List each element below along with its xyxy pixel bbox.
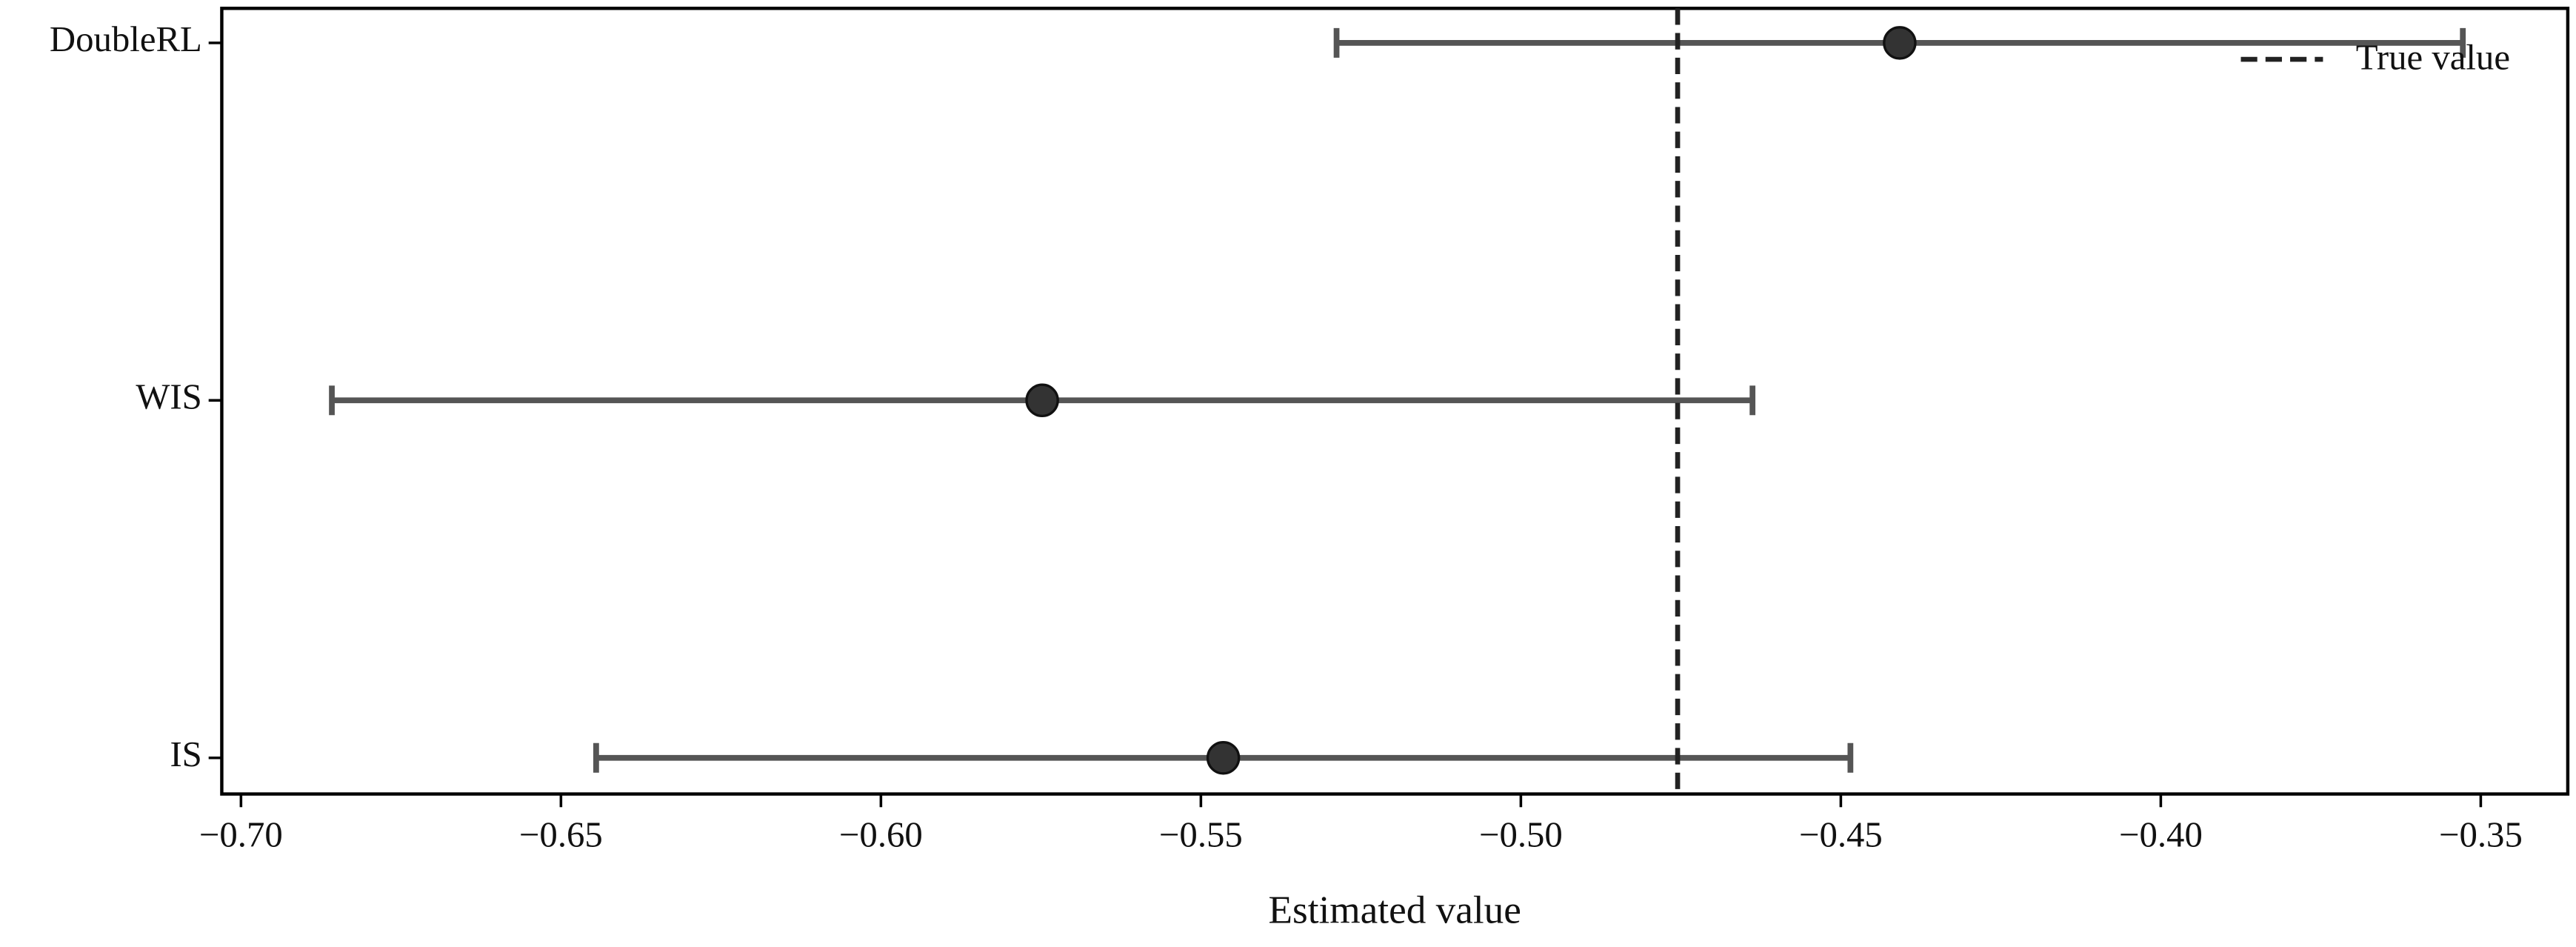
x-tick-label: −0.70 bbox=[199, 815, 283, 855]
point bbox=[1883, 26, 1917, 60]
x-tick-label: −0.55 bbox=[1159, 815, 1243, 855]
x-tick-label: −0.50 bbox=[1479, 815, 1563, 855]
y-tick-label: IS bbox=[170, 734, 201, 774]
x-tick-label: −0.65 bbox=[519, 815, 603, 855]
legend-label: True value bbox=[2356, 37, 2510, 77]
y-tick-label: DoubleRL bbox=[50, 19, 202, 59]
x-tick-label: −0.45 bbox=[1799, 815, 1883, 855]
x-tick-label: −0.60 bbox=[839, 815, 923, 855]
point bbox=[1206, 740, 1241, 775]
point bbox=[1025, 383, 1059, 418]
x-tick-label: −0.35 bbox=[2439, 815, 2523, 855]
y-tick-label: WIS bbox=[136, 376, 201, 416]
x-tick-label: −0.40 bbox=[2119, 815, 2203, 855]
x-axis-label: Estimated value bbox=[1268, 888, 1521, 932]
